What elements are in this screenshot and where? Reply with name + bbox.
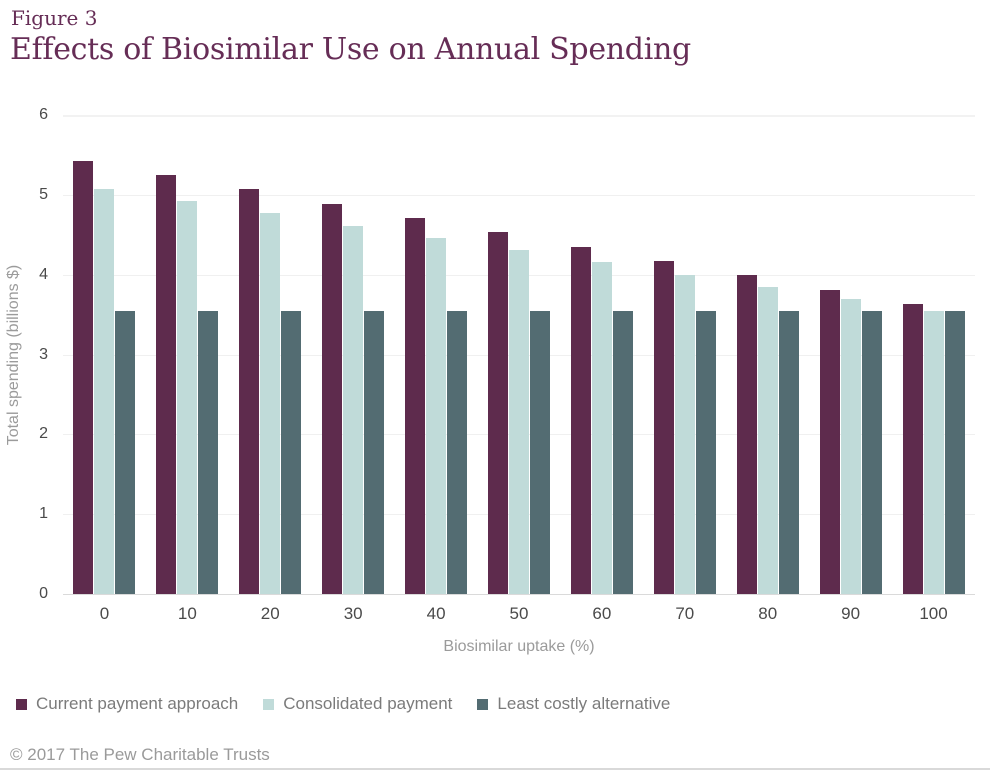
legend-label-least-costly: Least costly alternative xyxy=(497,694,671,713)
bar-consolidated-payment-20 xyxy=(260,213,281,594)
bar-current-payment-approach-30 xyxy=(322,203,343,594)
bar-least-costly-alternative-20 xyxy=(281,310,302,594)
bar-least-costly-alternative-70 xyxy=(695,310,716,594)
copyright-credit: © 2017 The Pew Charitable Trusts xyxy=(10,745,270,764)
x-tick-label-60: 60 xyxy=(592,604,612,623)
bar-group-50 xyxy=(478,115,561,594)
bar-current-payment-approach-100 xyxy=(902,304,923,594)
y-tick-label-0: 0 xyxy=(39,585,48,602)
y-tick-label-2: 2 xyxy=(39,425,48,443)
legend-item-least-costly: Least costly alternative xyxy=(477,694,670,714)
legend-swatch-current xyxy=(16,698,27,710)
x-tick-label-10: 10 xyxy=(177,604,197,623)
y-tick-label-4: 4 xyxy=(39,265,48,283)
legend-item-current: Current payment approach xyxy=(16,694,238,714)
legend-label-consolidated: Consolidated payment xyxy=(283,694,453,713)
bar-current-payment-approach-70 xyxy=(653,261,674,594)
bottom-divider xyxy=(0,768,990,770)
bar-group-20 xyxy=(229,115,312,594)
bar-current-payment-approach-80 xyxy=(736,275,757,594)
bar-consolidated-payment-80 xyxy=(757,286,778,594)
bar-group-70 xyxy=(643,115,726,594)
x-tick-label-50: 50 xyxy=(509,604,529,623)
bar-current-payment-approach-0 xyxy=(73,160,94,594)
bar-consolidated-payment-50 xyxy=(508,249,529,594)
gridline-y-0 xyxy=(63,594,975,595)
gridline-y-6 xyxy=(63,115,975,117)
x-axis-title: Biosimilar uptake (%) xyxy=(443,638,595,655)
bar-least-costly-alternative-100 xyxy=(944,310,965,594)
bar-consolidated-payment-10 xyxy=(177,201,198,594)
y-axis-title: Total spending (billions $) xyxy=(5,264,22,446)
bar-least-costly-alternative-10 xyxy=(198,310,219,594)
bar-consolidated-payment-0 xyxy=(94,189,115,594)
x-tick-label-100: 100 xyxy=(919,604,948,623)
bar-group-10 xyxy=(146,115,229,594)
chart-title: Effects of Biosimilar Use on Annual Spen… xyxy=(10,32,691,67)
legend: Current payment approach Consolidated pa… xyxy=(16,694,670,714)
gridline-y-5 xyxy=(63,194,975,196)
bar-current-payment-approach-60 xyxy=(570,246,591,594)
legend-swatch-least-costly xyxy=(477,698,489,710)
bar-group-40 xyxy=(395,115,478,594)
bar-least-costly-alternative-50 xyxy=(529,310,550,594)
bar-least-costly-alternative-90 xyxy=(861,310,882,594)
bar-least-costly-alternative-40 xyxy=(447,310,468,594)
plot-area xyxy=(63,115,975,595)
x-tick-label-0: 0 xyxy=(99,604,110,623)
bar-chart xyxy=(63,115,975,594)
x-tick-label-70: 70 xyxy=(675,604,695,623)
bar-consolidated-payment-30 xyxy=(343,225,364,594)
bar-group-0 xyxy=(63,115,146,594)
y-tick-label-1: 1 xyxy=(39,505,48,523)
bar-consolidated-payment-90 xyxy=(840,298,861,594)
y-tick-label-3: 3 xyxy=(39,345,48,363)
bar-consolidated-payment-70 xyxy=(674,274,695,594)
y-tick-label-6: 6 xyxy=(39,106,48,123)
legend-swatch-consolidated xyxy=(263,698,275,710)
y-tick-label-5: 5 xyxy=(39,185,48,203)
figure-label: Figure 3 xyxy=(11,6,98,30)
x-tick-label-90: 90 xyxy=(841,604,861,623)
bar-group-60 xyxy=(560,115,643,594)
bar-least-costly-alternative-60 xyxy=(612,310,633,594)
x-axis-ticks: 0 10 20 30 40 50 60 70 80 90 100 xyxy=(63,604,975,624)
bar-current-payment-approach-90 xyxy=(819,289,840,594)
bar-group-90 xyxy=(809,115,892,594)
x-tick-label-20: 20 xyxy=(260,604,280,623)
x-tick-label-80: 80 xyxy=(758,604,778,623)
bar-current-payment-approach-10 xyxy=(156,174,177,594)
x-tick-label-40: 40 xyxy=(426,604,446,623)
bar-current-payment-approach-50 xyxy=(487,232,508,594)
bar-group-30 xyxy=(312,115,395,594)
bar-group-100 xyxy=(892,115,975,594)
bar-least-costly-alternative-0 xyxy=(115,310,136,594)
bar-consolidated-payment-40 xyxy=(426,237,447,594)
bar-consolidated-payment-60 xyxy=(591,261,612,594)
bar-current-payment-approach-40 xyxy=(405,218,426,594)
bar-least-costly-alternative-30 xyxy=(364,310,385,594)
bar-least-costly-alternative-80 xyxy=(778,310,799,594)
legend-item-consolidated: Consolidated payment xyxy=(263,694,452,714)
bar-current-payment-approach-20 xyxy=(239,189,260,594)
legend-label-current: Current payment approach xyxy=(36,694,239,713)
x-tick-label-30: 30 xyxy=(343,604,363,623)
bar-consolidated-payment-100 xyxy=(923,310,944,594)
bar-group-80 xyxy=(726,115,809,594)
